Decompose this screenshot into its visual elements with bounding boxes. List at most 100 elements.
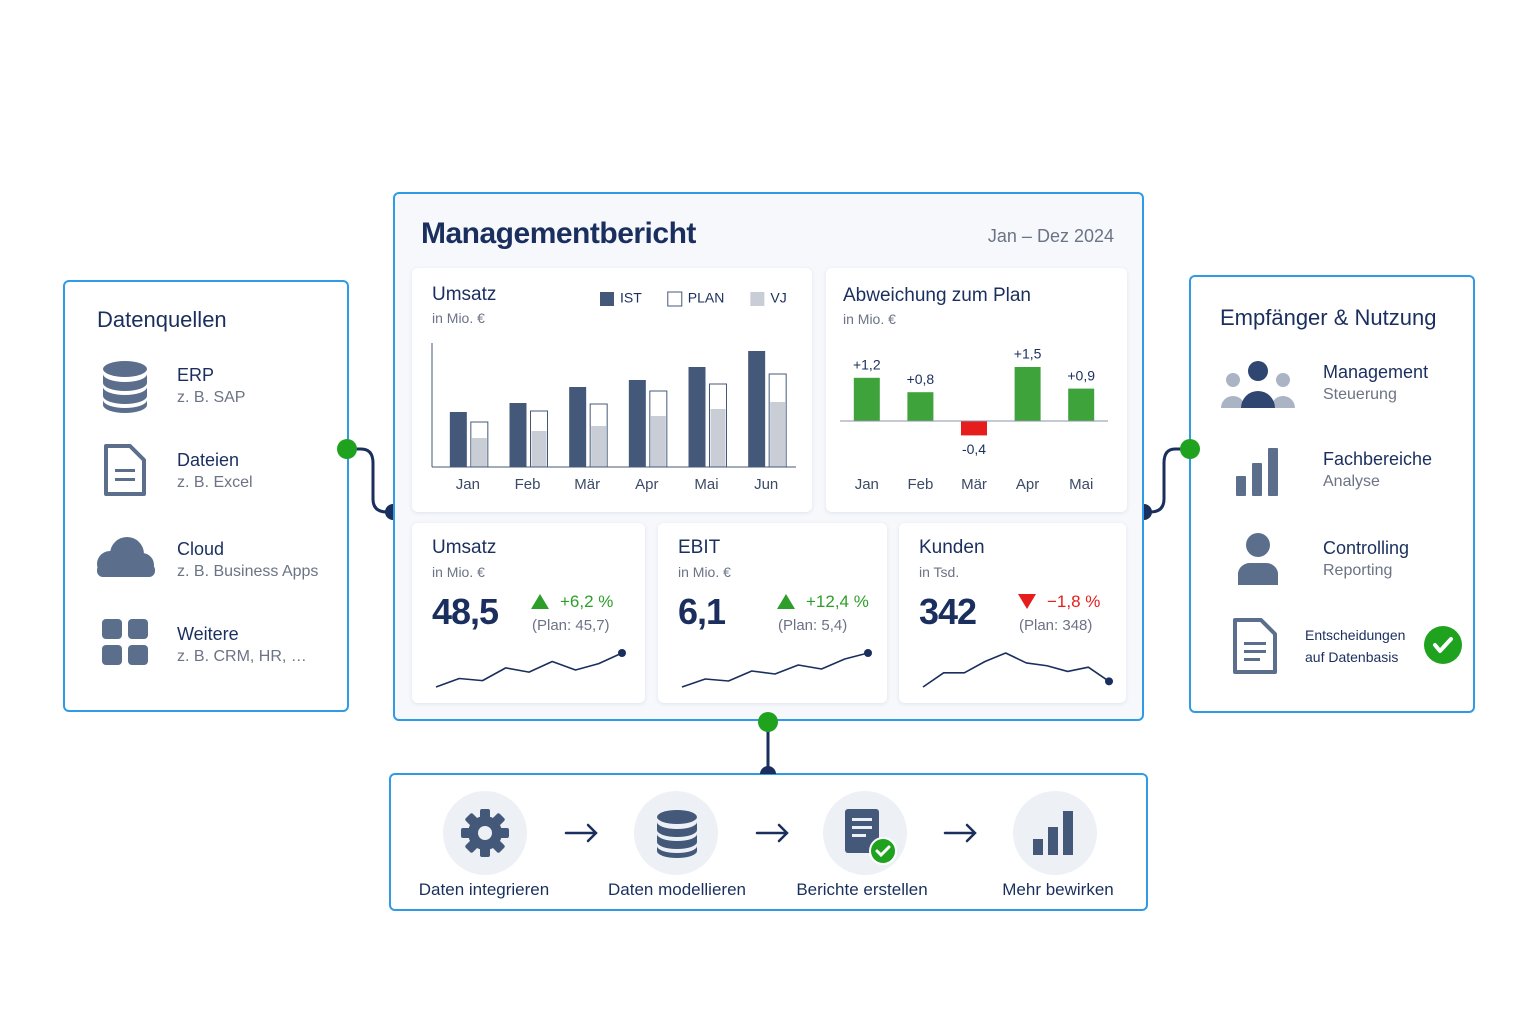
bar [748, 351, 766, 467]
trend-up [777, 594, 795, 609]
chart-subtitle: in Mio. € [432, 310, 485, 326]
x-tick-label: Apr [635, 476, 658, 493]
process-step-label: Daten modellieren [608, 880, 746, 899]
recipients-title: Empfänger & Nutzung [1220, 305, 1437, 330]
x-tick-label: Apr [1016, 476, 1039, 493]
bar [770, 402, 786, 467]
recipient-label: Entscheidungen auf Datenbasis [1305, 627, 1406, 665]
source-sub: z. B. CRM, HR, … [177, 648, 307, 665]
kpi-title: Umsatz [432, 537, 497, 558]
legend-label: PLAN [688, 290, 725, 306]
bar [907, 392, 934, 421]
bar [449, 412, 467, 467]
bar [1014, 367, 1041, 421]
source-label: Dateien [177, 450, 240, 470]
bar [509, 403, 527, 467]
source-sub: z. B. SAP [177, 389, 246, 406]
kpi-card: Kunden in Tsd. 342 −1,8 % (Plan: 348) [899, 523, 1126, 703]
bar [628, 380, 646, 467]
process-step-label: Berichte erstellen [796, 880, 928, 899]
chart-title: Umsatz [432, 284, 497, 305]
kpi-value: 6,1 [678, 591, 726, 632]
sparkline [922, 652, 1110, 688]
kpi-unit: in Mio. € [678, 564, 731, 580]
report-period: Jan – Dez 2024 [987, 226, 1114, 246]
x-tick-label: Feb [907, 476, 933, 493]
report-title: Managementbericht [421, 217, 696, 250]
kpi-unit: in Tsd. [919, 564, 960, 580]
legend-label: IST [620, 290, 642, 306]
kpi-change: −1,8 % [1047, 592, 1101, 611]
x-tick-label: Jun [754, 476, 778, 493]
kpi-value: 48,5 [432, 591, 499, 632]
kpi-graphics [681, 594, 872, 688]
kpi-change: +12,4 % [806, 592, 869, 611]
bar [1068, 388, 1095, 421]
kpi-title: Kunden [919, 537, 985, 558]
x-tick-label: Jan [855, 476, 879, 493]
kpi-graphics [435, 594, 626, 688]
bar [531, 431, 547, 467]
kpi-unit: in Mio. € [432, 564, 485, 580]
source-label: Weitere [177, 624, 239, 644]
recipient-label: Management [1323, 362, 1429, 382]
chart-title: Abweichung zum Plan [843, 285, 1031, 306]
chart-card: Umsatz in Mio. € IST PLAN VJ Jan Feb Mär Apr Ma… [412, 268, 812, 512]
sparkline-end [864, 649, 872, 657]
x-tick-label: Mär [961, 476, 987, 493]
bar [650, 416, 666, 467]
kpi-change: +6,2 % [560, 592, 614, 611]
value-label: +1,2 [853, 357, 881, 373]
kpi-plan: (Plan: 5,4) [778, 617, 848, 634]
bar [688, 367, 706, 467]
sources-title: Datenquellen [97, 307, 227, 332]
source-label: Cloud [177, 539, 225, 559]
recipient-sub: Analyse [1323, 473, 1380, 490]
kpi-card: Umsatz in Mio. € 48,5 +6,2 % (Plan: 45,7) [412, 523, 645, 703]
trend-up [531, 594, 549, 609]
recipient-label: Controlling [1323, 538, 1410, 558]
bar [853, 377, 880, 421]
recipient-sub: Reporting [1323, 562, 1393, 579]
legend-label: VJ [770, 290, 786, 306]
x-tick-label: Jan [456, 476, 480, 493]
legend-swatch [750, 292, 765, 306]
bar [471, 438, 487, 467]
kpi-value: 342 [919, 591, 977, 632]
kpi-graphics [922, 594, 1113, 688]
chart: +1,2 +0,8 -0,4 +1,5 +0,9 Jan Feb Mär Apr Mai [840, 346, 1108, 493]
recipient-label: Fachbereiche [1323, 449, 1433, 469]
bar [569, 387, 587, 467]
bar [961, 421, 987, 436]
bar [591, 426, 607, 467]
legend-swatch [667, 291, 683, 307]
sparkline [681, 652, 869, 688]
kpi-card: EBIT in Mio. € 6,1 +12,4 % (Plan: 5,4) [658, 523, 887, 703]
x-tick-label: Mai [694, 476, 718, 493]
kpi-plan: (Plan: 348) [1019, 617, 1093, 634]
bar [710, 409, 726, 467]
value-label: +0,8 [907, 371, 935, 387]
value-label: +0,9 [1067, 367, 1095, 383]
process-step-label: Mehr bewirken [1002, 880, 1114, 899]
value-label: -0,4 [962, 441, 986, 457]
sources-panel [63, 280, 349, 712]
source-sub: z. B. Excel [177, 474, 253, 491]
x-tick-label: Mär [574, 476, 600, 493]
chart: IST PLAN VJ Jan Feb Mär Apr Mai Jun [431, 290, 796, 493]
legend-swatch [600, 292, 614, 306]
process-step-label: Daten integrieren [418, 880, 550, 899]
chart-card: Abweichung zum Plan in Mio. € +1,2 +0,8 -0… [826, 268, 1127, 512]
chart-subtitle: in Mio. € [843, 311, 896, 327]
source-label: ERP [177, 365, 215, 385]
sparkline-end [1105, 677, 1113, 686]
source-sub: z. B. Business Apps [177, 563, 319, 580]
recipient-sub: Steuerung [1323, 386, 1397, 403]
x-tick-label: Mai [1069, 476, 1093, 493]
sparkline-end [618, 649, 626, 657]
kpi-title: EBIT [678, 537, 721, 558]
trend-down [1018, 594, 1036, 609]
x-tick-label: Feb [515, 476, 541, 493]
